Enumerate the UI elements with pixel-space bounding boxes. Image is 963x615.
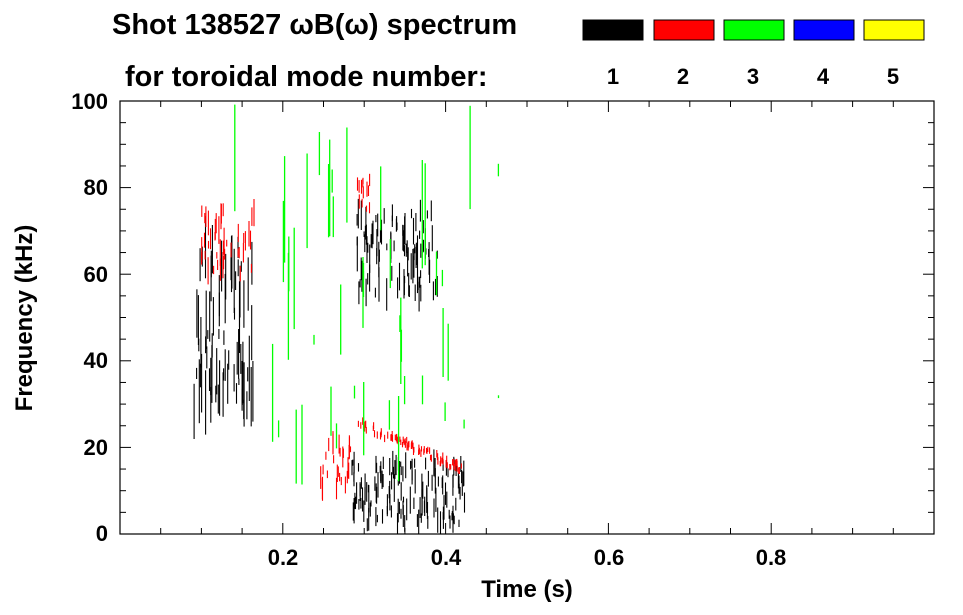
legend-swatch-n1 xyxy=(582,19,644,41)
legend-label-n1: 1 xyxy=(607,64,619,89)
legend-swatch-n3 xyxy=(723,19,785,41)
plot-frame xyxy=(119,100,935,535)
x-tick-label: 0.6 xyxy=(594,545,625,570)
legend-label-n2: 2 xyxy=(677,64,689,89)
y-tick-label: 20 xyxy=(84,435,108,460)
x-tick-label: 0.4 xyxy=(431,545,462,570)
axis-ticks xyxy=(120,100,934,535)
x-tick-label: 0.8 xyxy=(756,545,787,570)
y-axis-label: Frequency (kHz) xyxy=(11,225,38,412)
spectral-marks xyxy=(193,104,500,534)
chart-title-line2: for toroidal mode number: xyxy=(125,61,488,93)
legend-label-n3: 3 xyxy=(747,64,759,89)
legend-swatch-n2 xyxy=(653,19,715,41)
legend-label-n4: 4 xyxy=(817,64,830,89)
legend-label-n5: 5 xyxy=(887,64,899,89)
legend: 1 2 3 4 5 xyxy=(582,19,925,89)
y-tick-label: 40 xyxy=(84,348,108,373)
y-tick-label: 80 xyxy=(84,175,108,200)
legend-swatch-n4 xyxy=(793,19,855,41)
chart-title-line1: Shot 138527 ωB(ω) spectrum xyxy=(112,9,517,41)
y-tick-label: 100 xyxy=(71,89,108,114)
y-tick-labels: 0 20 40 60 80 100 xyxy=(71,89,108,546)
x-axis-label: Time (s) xyxy=(481,576,573,603)
x-tick-label: 0.2 xyxy=(268,545,299,570)
x-tick-labels: 0.2 0.4 0.6 0.8 xyxy=(268,545,787,570)
y-tick-label: 60 xyxy=(84,262,108,287)
legend-swatch-n5 xyxy=(863,19,925,41)
y-tick-label: 0 xyxy=(96,521,108,546)
